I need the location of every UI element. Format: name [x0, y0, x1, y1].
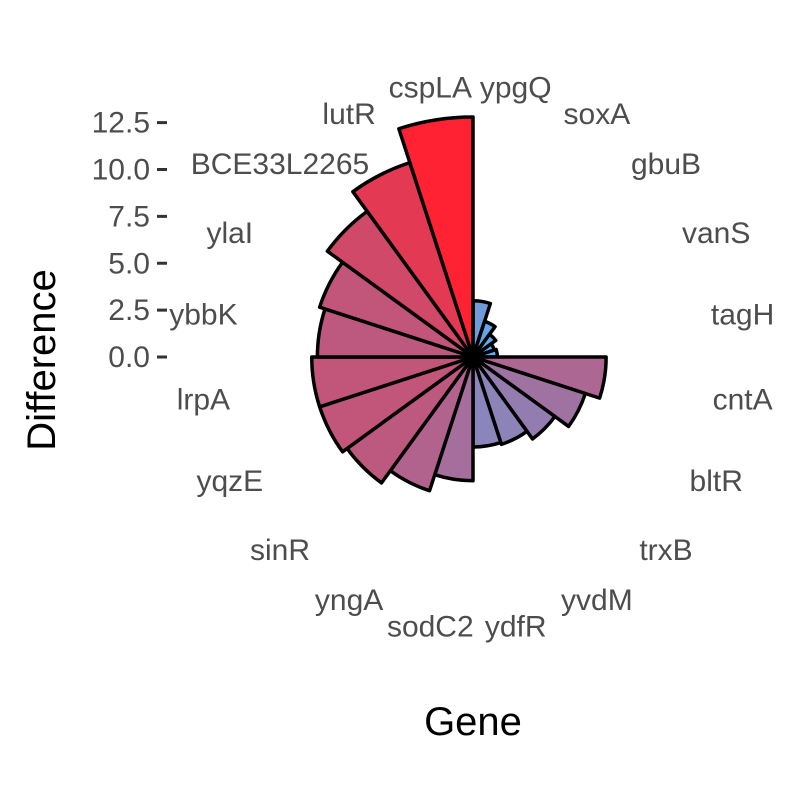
gene-label-lrpA: lrpA — [177, 384, 230, 417]
gene-label-ydfR: ydfR — [485, 611, 547, 644]
gene-label-cspLA: cspLA — [389, 71, 472, 104]
y-tick-label: 2.5 — [108, 294, 150, 327]
y-axis: 0.0 2.5 5.0 7.5 10.0 12.5 — [92, 107, 167, 374]
y-tick-label: 12.5 — [92, 107, 150, 140]
gene-label-trxB: trxB — [639, 534, 692, 567]
y-tick-label: 5.0 — [108, 247, 150, 280]
gene-label-ylaI: ylaI — [206, 217, 253, 250]
y-tick-label: 7.5 — [108, 200, 150, 233]
gene-label-ypgQ: ypgQ — [480, 71, 552, 104]
gene-label-vanS: vanS — [682, 217, 750, 250]
gene-label-ybbK: ybbK — [169, 298, 237, 331]
gene-label-cntA: cntA — [713, 384, 773, 417]
gene-label-soxA: soxA — [564, 98, 631, 131]
gene-label-bltR: bltR — [690, 465, 743, 498]
gene-label-sodC2: sodC2 — [387, 611, 474, 644]
gene-label-yvdM: yvdM — [561, 584, 633, 617]
gene-label-yqzE: yqzE — [196, 465, 263, 498]
gene-label-tagH: tagH — [711, 298, 774, 331]
x-axis-title: Gene — [424, 700, 522, 744]
gene-label-BCE33L2265: BCE33L2265 — [191, 148, 369, 181]
gene-label-gbuB: gbuB — [631, 148, 701, 181]
y-axis-title: Difference — [20, 269, 64, 451]
gene-label-yngA: yngA — [315, 584, 383, 617]
y-tick-label: 10.0 — [92, 154, 150, 187]
y-tick-label: 0.0 — [108, 341, 150, 374]
gene-label-lutR: lutR — [322, 98, 375, 131]
gene-label-sinR: sinR — [250, 534, 310, 567]
